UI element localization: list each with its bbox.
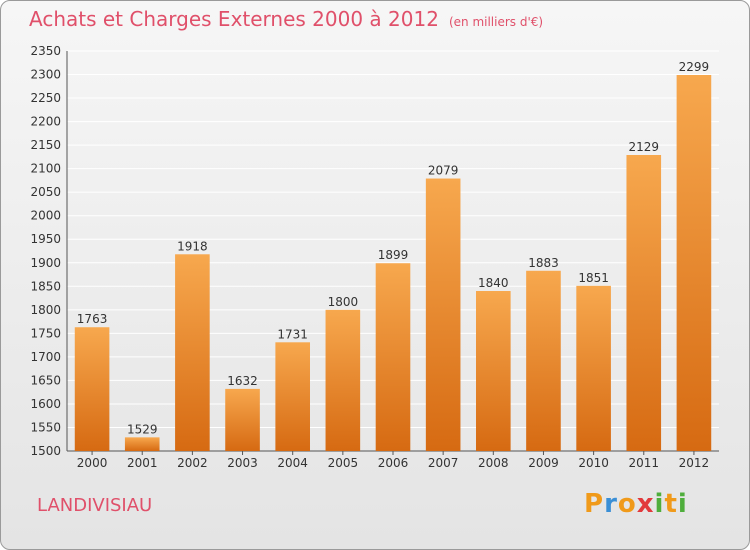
bar (676, 75, 712, 451)
bar-value-label: 1899 (378, 248, 409, 262)
y-tick-label: 2250 (30, 91, 61, 105)
logo-letter: i (677, 489, 688, 519)
bar (626, 155, 662, 451)
logo-letter: P (584, 489, 605, 519)
y-tick-label: 1950 (30, 232, 61, 246)
y-tick-label: 2100 (30, 162, 61, 176)
y-tick-label: 1900 (30, 256, 61, 270)
y-tick-label: 2300 (30, 68, 61, 82)
x-tick-label: 2001 (127, 456, 158, 470)
y-tick-label: 1550 (30, 420, 61, 434)
commune-name: LANDIVISIAU (37, 495, 153, 516)
x-tick-label: 2012 (679, 456, 710, 470)
y-tick-label: 2350 (30, 44, 61, 58)
y-tick-label: 2050 (30, 185, 61, 199)
bar-value-label: 1763 (77, 312, 108, 326)
y-tick-label: 2150 (30, 138, 61, 152)
x-tick-label: 2007 (428, 456, 459, 470)
labels: 1763 1529 1918 1632 1731 1800 1899 2079 1840 1883… (77, 60, 709, 436)
axes: 1500 1550 1600 1650 1700 1750 1800 1850 1900 1950… (30, 44, 719, 470)
x-tick-label: 2002 (177, 456, 208, 470)
bar-value-label: 1731 (277, 327, 308, 341)
chart-subtitle: (en milliers d'€) (448, 15, 544, 29)
y-tick-label: 2000 (30, 209, 61, 223)
x-tick-label: 2006 (378, 456, 409, 470)
y-tick-label: 1800 (30, 303, 61, 317)
y-tick-label: 2200 (30, 115, 61, 129)
y-tick-label: 1700 (30, 350, 61, 364)
bar-value-label: 2079 (428, 164, 459, 178)
bar (526, 270, 561, 451)
bar (124, 437, 160, 451)
bar-value-label: 1883 (528, 256, 559, 270)
bar-value-label: 2299 (679, 60, 710, 74)
chart-title: Achats et Charges Externes 2000 à 2012 (e… (29, 7, 543, 31)
proxiti-logo: Proxiti (584, 489, 688, 519)
logo-letter: x (636, 489, 655, 519)
bar (74, 327, 110, 451)
x-tick-label: 2005 (328, 456, 359, 470)
x-tick-label: 2004 (277, 456, 308, 470)
bar (325, 309, 361, 451)
bar-value-label: 1851 (578, 271, 609, 285)
bar (225, 388, 260, 451)
x-tick-label: 2000 (77, 456, 108, 470)
bars (74, 75, 712, 451)
y-tick-label: 1500 (30, 444, 61, 458)
x-tick-label: 2003 (227, 456, 258, 470)
y-tick-label: 1650 (30, 373, 61, 387)
bar-value-label: 1632 (227, 374, 258, 388)
bar (425, 178, 461, 451)
bar-value-label: 1800 (328, 295, 359, 309)
bar (175, 254, 210, 451)
y-tick-label: 1600 (30, 397, 61, 411)
bar-value-label: 1918 (177, 239, 208, 253)
chart-title-text: Achats et Charges Externes 2000 à 2012 (29, 7, 439, 31)
bar (476, 291, 511, 451)
x-tick-label: 2010 (578, 456, 609, 470)
bar (576, 285, 611, 451)
logo-letter: r (604, 489, 618, 519)
logo-letter: t (664, 489, 678, 519)
bar-value-label: 1840 (478, 276, 509, 290)
x-tick-label: 2008 (478, 456, 509, 470)
y-tick-label: 1750 (30, 326, 61, 340)
bar (375, 263, 411, 451)
logo-letter: i (654, 489, 665, 519)
bar-value-label: 1529 (127, 422, 158, 436)
logo-letter: o (617, 489, 637, 519)
y-tick-label: 1850 (30, 279, 61, 293)
bar-value-label: 2129 (628, 140, 659, 154)
bar (275, 342, 310, 451)
x-tick-label: 2009 (528, 456, 559, 470)
x-tick-label: 2011 (628, 456, 659, 470)
